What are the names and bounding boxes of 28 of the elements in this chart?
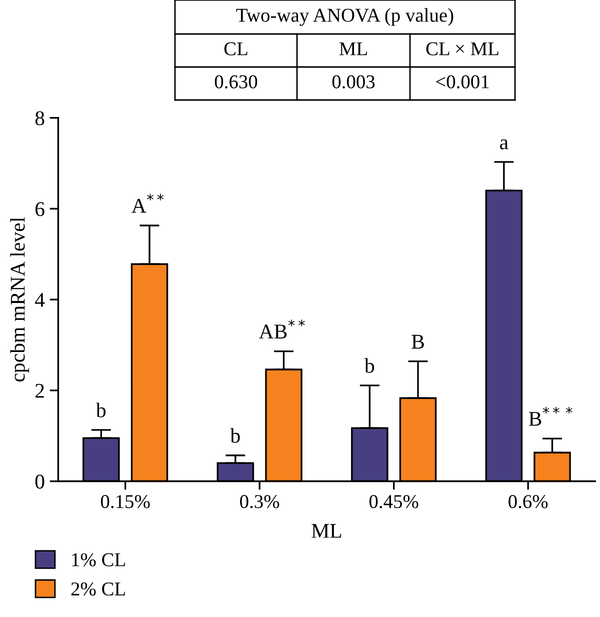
annotation: AB$^{**}$ bbox=[258, 320, 305, 338]
text: CL bbox=[224, 42, 248, 56]
y-axis-title: cpcbm mRNA level bbox=[10, 217, 30, 382]
annotation: A$^{**}$ bbox=[132, 194, 164, 213]
x-axis-title: ML bbox=[312, 524, 342, 538]
annotation: B$^{***}$ bbox=[528, 406, 572, 426]
y-tick-label: 2 bbox=[36, 384, 44, 398]
text: CL × ML bbox=[426, 42, 498, 56]
text: 0.003 bbox=[332, 75, 375, 88]
x-tick-label: 0.6% bbox=[508, 495, 548, 508]
y-tick-label: 8 bbox=[35, 111, 44, 126]
legend-label: 1% CL bbox=[72, 553, 125, 566]
y-tick-label: 6 bbox=[35, 202, 44, 216]
annotation: a bbox=[500, 139, 508, 150]
x-tick-label: 0.3% bbox=[240, 495, 280, 508]
text: ML bbox=[339, 42, 367, 56]
legend-label: 2% CL bbox=[71, 582, 125, 596]
y-tick-label: 4 bbox=[34, 293, 45, 307]
y-tick-label: 0 bbox=[35, 474, 44, 489]
text: 0.630 bbox=[214, 75, 258, 88]
text: Two-way ANOVA (p value) bbox=[236, 8, 454, 26]
annotation: b bbox=[364, 358, 374, 373]
text: <0.001 bbox=[436, 75, 489, 88]
x-tick-label: 0.45% bbox=[369, 495, 418, 508]
annotation: B bbox=[412, 334, 424, 349]
annotation: b bbox=[96, 402, 106, 418]
x-tick-label: 0.15% bbox=[100, 495, 150, 508]
annotation: b bbox=[230, 428, 240, 443]
